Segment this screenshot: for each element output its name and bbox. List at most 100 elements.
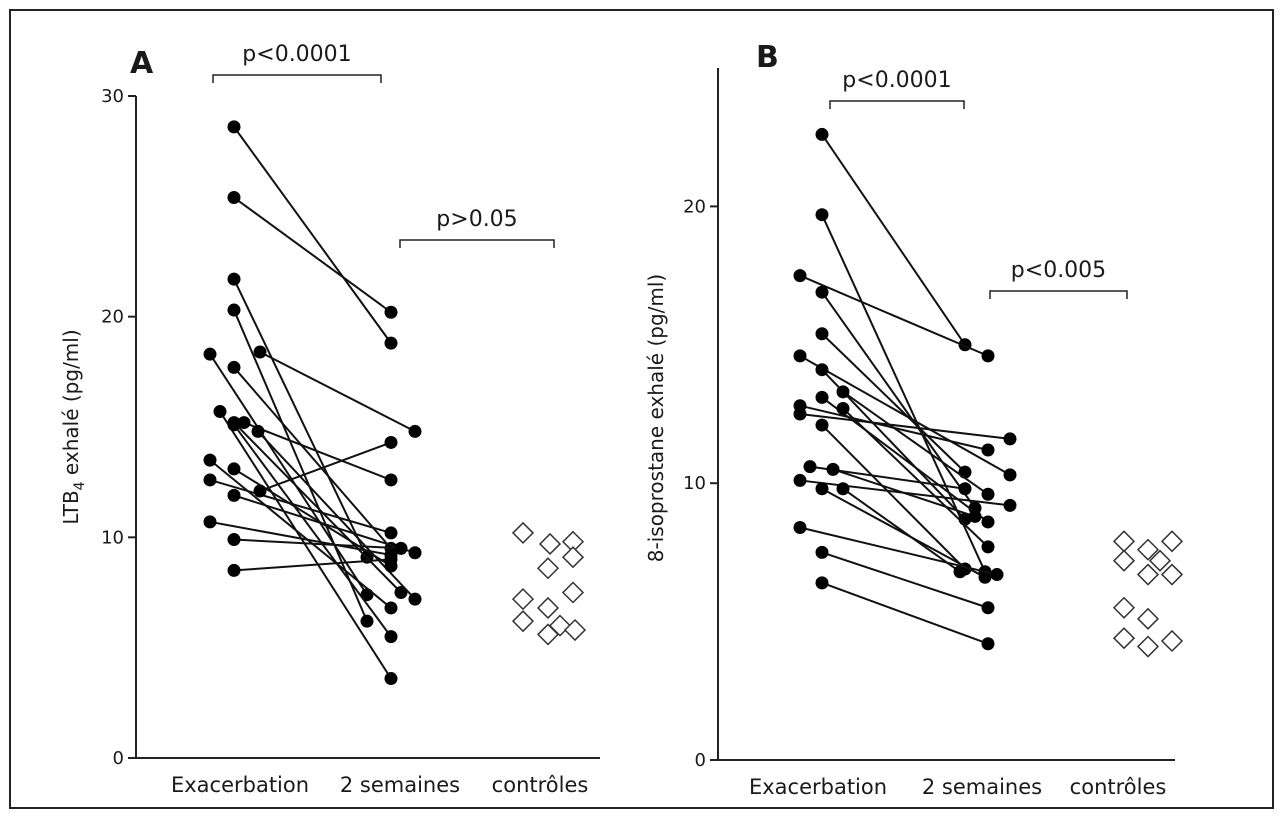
paired-line bbox=[842, 487, 961, 573]
exacerbation-point bbox=[836, 401, 850, 415]
exacerbation-point bbox=[815, 390, 829, 404]
paired-line bbox=[209, 459, 392, 609]
exacerbation-point bbox=[793, 269, 807, 283]
exacerbation-point bbox=[213, 405, 227, 419]
paired-line bbox=[842, 391, 989, 496]
panel-b: 0 10 20 8-isoprostane exhalé (pg/ml) B Exacer… bbox=[644, 40, 1184, 799]
y-tick-label: 0 bbox=[113, 748, 124, 769]
two-weeks-point bbox=[384, 672, 398, 686]
control-point bbox=[536, 557, 560, 580]
y-axis-label-main: LTB bbox=[59, 490, 83, 524]
exacerbation-point bbox=[793, 349, 807, 363]
paired-line bbox=[233, 278, 368, 558]
panel-letter: A bbox=[130, 46, 154, 81]
two-weeks-point bbox=[408, 592, 422, 606]
two-weeks-point bbox=[981, 487, 995, 501]
x-category-label: 2 semaines bbox=[340, 773, 460, 797]
two-weeks-point bbox=[384, 473, 398, 487]
control-point bbox=[1160, 530, 1184, 553]
control-point bbox=[1136, 563, 1160, 586]
paired-line bbox=[799, 404, 989, 451]
p-value-label: p<0.005 bbox=[1011, 258, 1106, 283]
p-value-label: p>0.05 bbox=[436, 207, 517, 232]
exacerbation-point bbox=[793, 473, 807, 487]
exacerbation-point bbox=[227, 360, 241, 374]
exacerbation-point bbox=[815, 208, 829, 222]
two-weeks-point bbox=[953, 565, 967, 579]
control-point bbox=[1136, 635, 1160, 658]
control-point bbox=[1148, 549, 1172, 572]
paired-line bbox=[821, 333, 966, 473]
y-tick-label: 10 bbox=[101, 527, 124, 548]
exacerbation-point bbox=[227, 191, 241, 205]
y-axis-label-main: 8-isoprostane exhalé (pg/ml) bbox=[644, 274, 668, 562]
exacerbation-point bbox=[227, 272, 241, 286]
y-axis-label-rest: exhalé (pg/ml) bbox=[59, 329, 83, 481]
p-value-label: p<0.0001 bbox=[842, 68, 951, 93]
two-weeks-point bbox=[968, 509, 982, 523]
control-point bbox=[1112, 596, 1136, 619]
two-weeks-point bbox=[981, 349, 995, 363]
exacerbation-point bbox=[227, 120, 241, 134]
paired-line bbox=[799, 479, 1011, 507]
paired-line bbox=[209, 479, 392, 534]
exacerbation-point bbox=[815, 418, 829, 432]
paired-line bbox=[821, 424, 966, 570]
two-weeks-point bbox=[384, 435, 398, 449]
two-weeks-point bbox=[408, 424, 422, 438]
exacerbation-point bbox=[227, 533, 241, 547]
paired-line bbox=[842, 407, 989, 548]
two-weeks-point bbox=[360, 614, 374, 628]
control-point bbox=[511, 521, 535, 544]
paired-line bbox=[233, 494, 416, 554]
y-axis-label: 8-isoprostane exhalé (pg/ml) bbox=[644, 274, 668, 562]
paired-line bbox=[821, 551, 989, 609]
exacerbation-point bbox=[251, 424, 265, 438]
x-category-label: 2 semaines bbox=[922, 775, 1042, 799]
two-weeks-point bbox=[384, 552, 398, 566]
exacerbation-point bbox=[227, 488, 241, 502]
x-category-label: contrôles bbox=[492, 773, 589, 797]
y-tick-label: 0 bbox=[695, 750, 706, 771]
significance-bracket bbox=[212, 74, 382, 83]
paired-line bbox=[821, 581, 989, 645]
y-tick-label: 10 bbox=[683, 473, 706, 494]
two-weeks-point bbox=[408, 546, 422, 560]
exacerbation-point bbox=[227, 563, 241, 577]
paired-line bbox=[233, 538, 402, 550]
x-category-label: contrôles bbox=[1070, 775, 1167, 799]
exacerbation-point bbox=[815, 127, 829, 141]
two-weeks-point bbox=[981, 637, 995, 651]
control-point bbox=[1112, 530, 1136, 553]
paired-line bbox=[233, 558, 392, 572]
control-point bbox=[1136, 538, 1160, 561]
two-weeks-point bbox=[981, 601, 995, 615]
control-point bbox=[561, 546, 585, 569]
control-point bbox=[536, 623, 560, 646]
paired-line bbox=[219, 411, 392, 680]
x-category-label: Exacerbation bbox=[749, 775, 887, 799]
exacerbation-point bbox=[815, 327, 829, 341]
figure-frame bbox=[9, 9, 1274, 809]
control-point bbox=[511, 610, 535, 633]
two-weeks-point bbox=[384, 601, 398, 615]
exacerbation-point bbox=[203, 515, 217, 529]
control-point bbox=[1160, 629, 1184, 653]
paired-line bbox=[233, 421, 402, 594]
paired-line bbox=[799, 274, 989, 357]
exacerbation-point bbox=[803, 460, 817, 474]
x-category-label: Exacerbation bbox=[171, 773, 309, 797]
control-point bbox=[538, 532, 562, 556]
exacerbation-point bbox=[815, 545, 829, 559]
exacerbation-point bbox=[793, 407, 807, 421]
two-weeks-point bbox=[384, 305, 398, 319]
paired-line bbox=[821, 133, 966, 346]
paired-line bbox=[209, 353, 368, 596]
paired-line bbox=[243, 421, 392, 481]
exacerbation-point bbox=[793, 520, 807, 534]
paired-line bbox=[821, 291, 976, 509]
paired-line bbox=[799, 355, 1011, 476]
y-tick-label: 20 bbox=[683, 196, 706, 217]
exacerbation-point bbox=[815, 363, 829, 377]
